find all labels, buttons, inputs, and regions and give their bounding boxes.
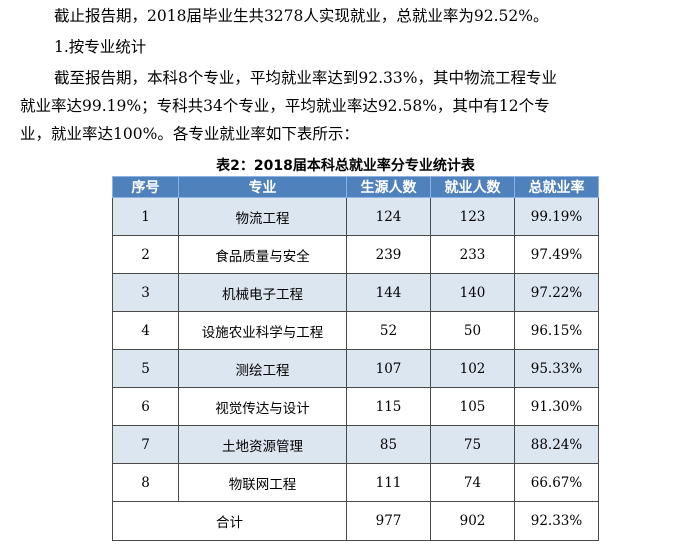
header-rate: 总就业率: [514, 176, 599, 198]
cell-major: 食品质量与安全: [178, 235, 347, 274]
cell-major: 土地资源管理: [178, 425, 347, 464]
cell-source: 144: [346, 273, 431, 312]
cell-source: 107: [346, 349, 431, 388]
cell-source: 52: [346, 311, 431, 350]
paragraph-detail-line-3: 业，就业率达100%。各专业就业率如下表所示：: [20, 125, 359, 143]
cell-rate: 66.67%: [514, 463, 599, 502]
paragraph-detail: 截至报告期，本科8个专业，平均就业率达到92.33%，其中物流工程专业 就业率达…: [0, 64, 691, 148]
cell-major: 物联网工程: [178, 463, 347, 502]
cell-rate: 99.19%: [514, 197, 599, 236]
table-row: 4 设施农业科学与工程 52 50 96.15%: [112, 311, 599, 350]
cell-employed: 140: [430, 273, 515, 312]
paragraph-detail-line-2: 就业率达99.19%；专科共34个专业，平均就业率达92.58%，其中有12个专: [20, 97, 550, 115]
table-caption: 表2：2018届本科总就业率分专业统计表: [216, 158, 475, 174]
header-major: 专业: [178, 176, 347, 198]
table-row: 7 土地资源管理 85 75 88.24%: [112, 425, 599, 464]
cell-employed: 233: [430, 235, 515, 274]
cell-source: 85: [346, 425, 431, 464]
cell-rate: 97.49%: [514, 235, 599, 274]
employment-table: 序号 专业 生源人数 就业人数 总就业率 1 物流工程 124 123 99.1…: [112, 176, 599, 541]
cell-no: 3: [112, 273, 179, 312]
cell-employed: 123: [430, 197, 515, 236]
paragraph-summary: 截止报告期，2018届毕业生共3278人实现就业，总就业率为92.52%。: [54, 7, 549, 25]
cell-total-rate: 92.33%: [514, 501, 599, 541]
cell-total-source: 977: [346, 501, 431, 541]
cell-rate: 88.24%: [514, 425, 599, 464]
cell-rate: 97.22%: [514, 273, 599, 312]
table-total-row: 合计 977 902 92.33%: [112, 501, 599, 541]
cell-employed: 50: [430, 311, 515, 350]
cell-employed: 74: [430, 463, 515, 502]
cell-no: 6: [112, 387, 179, 426]
cell-no: 5: [112, 349, 179, 388]
cell-no: 7: [112, 425, 179, 464]
cell-source: 124: [346, 197, 431, 236]
cell-employed: 105: [430, 387, 515, 426]
table-row: 1 物流工程 124 123 99.19%: [112, 197, 599, 236]
cell-employed: 102: [430, 349, 515, 388]
table-row: 6 视觉传达与设计 115 105 91.30%: [112, 387, 599, 426]
cell-major: 机械电子工程: [178, 273, 347, 312]
cell-major: 设施农业科学与工程: [178, 311, 347, 350]
paragraph-detail-line-1: 截至报告期，本科8个专业，平均就业率达到92.33%，其中物流工程专业: [54, 69, 557, 87]
table-row: 2 食品质量与安全 239 233 97.49%: [112, 235, 599, 274]
cell-source: 239: [346, 235, 431, 274]
table-header-row: 序号 专业 生源人数 就业人数 总就业率: [112, 176, 599, 198]
cell-employed: 75: [430, 425, 515, 464]
header-source: 生源人数: [346, 176, 431, 198]
cell-total-employed: 902: [430, 501, 515, 541]
table-row: 5 测绘工程 107 102 95.33%: [112, 349, 599, 388]
cell-no: 8: [112, 463, 179, 502]
cell-total-label: 合计: [112, 501, 347, 541]
cell-source: 115: [346, 387, 431, 426]
cell-rate: 96.15%: [514, 311, 599, 350]
table-row: 8 物联网工程 111 74 66.67%: [112, 463, 599, 502]
cell-no: 4: [112, 311, 179, 350]
header-no: 序号: [112, 176, 179, 198]
header-employed: 就业人数: [430, 176, 515, 198]
cell-major: 测绘工程: [178, 349, 347, 388]
cell-major: 物流工程: [178, 197, 347, 236]
table-row: 3 机械电子工程 144 140 97.22%: [112, 273, 599, 312]
section-heading: 1.按专业统计: [54, 38, 147, 56]
cell-rate: 95.33%: [514, 349, 599, 388]
cell-no: 2: [112, 235, 179, 274]
cell-major: 视觉传达与设计: [178, 387, 347, 426]
cell-source: 111: [346, 463, 431, 502]
cell-no: 1: [112, 197, 179, 236]
cell-rate: 91.30%: [514, 387, 599, 426]
